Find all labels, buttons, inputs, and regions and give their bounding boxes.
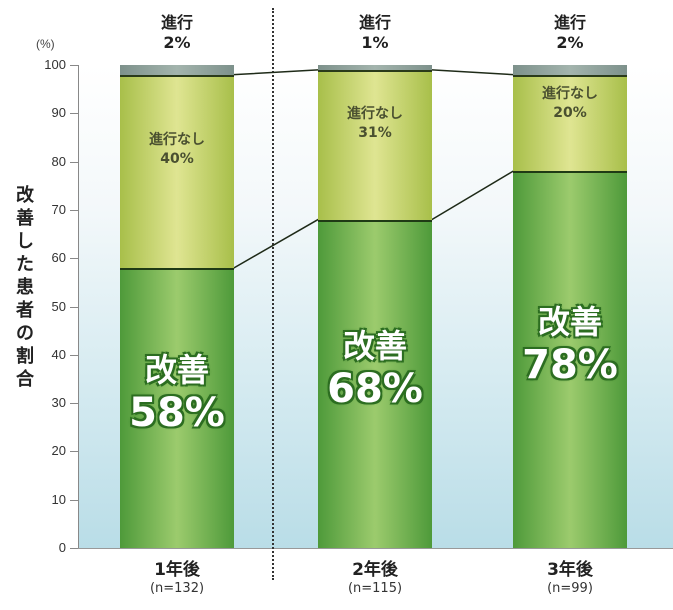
segment-progressed (513, 65, 627, 75)
y-tick-label: 100 (44, 57, 66, 72)
y-axis (78, 65, 79, 548)
progressed-label-year-2: 進行 1% (358, 13, 391, 52)
y-tick-label: 20 (51, 443, 66, 459)
segment-improved: 改善 68% (318, 219, 432, 548)
segment-improved: 改善 58% (120, 267, 234, 548)
y-tick (70, 258, 78, 260)
no-progression-label: 進行なし 20% (542, 85, 598, 121)
y-tick-label: 40 (51, 346, 66, 362)
divider-dotted-line (272, 8, 274, 580)
y-axis-unit: (%) (36, 37, 55, 51)
improved-label: 改善 58% (129, 350, 225, 436)
y-tick-label: 70 (51, 201, 66, 217)
segment-no-progression: 進行なし 20% (513, 74, 627, 172)
y-tick (70, 65, 78, 66)
bar-year-1: 進行なし 40% 改善 58% (120, 65, 234, 548)
segment-progressed (318, 65, 432, 70)
segment-progressed (120, 65, 234, 75)
y-tick (70, 209, 78, 211)
improved-label: 改善 78% (522, 302, 618, 388)
y-tick (70, 451, 78, 453)
y-tick (70, 161, 78, 163)
segment-no-progression: 進行なし 31% (318, 69, 432, 220)
category-label-year-1: 1年後 (n=132) (149, 560, 205, 596)
progressed-label-year-3: 進行 2% (553, 13, 586, 52)
x-axis (70, 548, 673, 549)
no-progression-label: 進行なし 31% (347, 105, 403, 141)
no-progression-label: 進行なし 40% (149, 132, 205, 168)
y-tick (70, 306, 78, 308)
y-tick-label: 80 (51, 153, 66, 169)
y-tick-label: 50 (51, 298, 66, 314)
y-tick-label: 10 (51, 491, 66, 507)
segment-no-progression: 進行なし 40% (120, 74, 234, 268)
segment-improved: 改善 78% (513, 171, 627, 548)
y-axis-label: 改善した患者の割合 (16, 185, 34, 390)
y-tick (70, 354, 78, 356)
y-tick-label: 90 (51, 105, 66, 121)
y-tick-label: 30 (51, 395, 66, 411)
progressed-label-year-1: 進行 2% (160, 13, 193, 52)
improved-label: 改善 68% (327, 326, 423, 412)
y-tick-label: 60 (51, 250, 66, 266)
y-tick-label: 0 (58, 540, 66, 555)
y-tick (70, 113, 78, 115)
bar-year-2: 進行なし 31% 改善 68% (318, 65, 432, 548)
y-tick (70, 499, 78, 501)
y-tick (70, 403, 78, 405)
bar-year-3: 進行なし 20% 改善 78% (513, 65, 627, 548)
category-label-year-3: 3年後 (n=99) (547, 560, 593, 596)
category-label-year-2: 2年後 (n=115) (347, 560, 403, 596)
y-tick (70, 548, 78, 549)
